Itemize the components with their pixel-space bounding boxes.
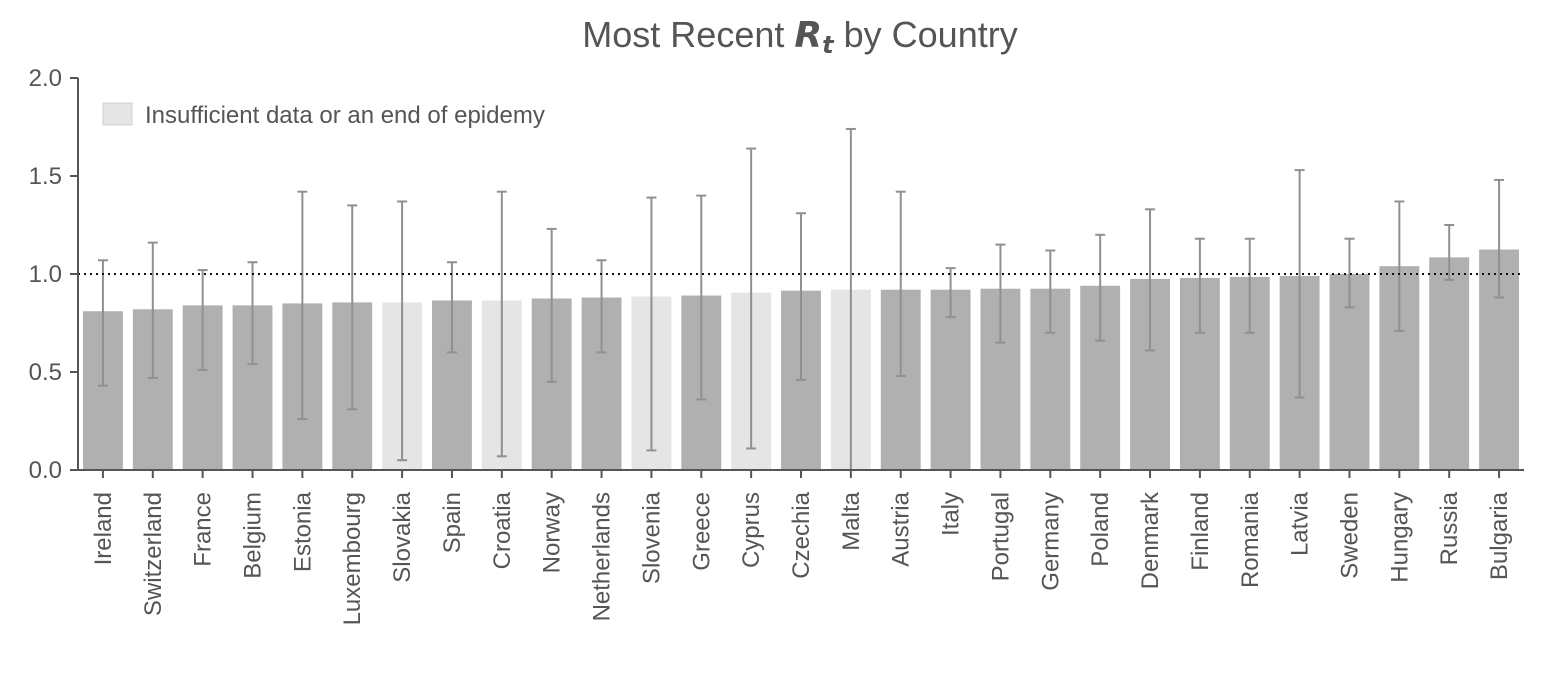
- x-tick-label-spain: Spain: [439, 492, 466, 553]
- error-bar-croatia: [496, 190, 507, 458]
- x-tick-label-cyprus: Cyprus: [738, 492, 765, 568]
- error-bar-greece: [696, 194, 707, 401]
- error-bar-czechia: [796, 212, 806, 381]
- error-bar-italy: [945, 267, 956, 319]
- title-rt-symbol: Rt: [794, 15, 834, 59]
- error-bar-portugal: [995, 243, 1006, 344]
- legend-swatch-insufficient: [102, 102, 133, 126]
- bar-italy: [930, 289, 971, 470]
- y-tick-label: 2.0: [29, 65, 62, 92]
- x-tick-label-croatia: Croatia: [489, 491, 516, 569]
- x-tick-label-finland: Finland: [1187, 492, 1214, 571]
- error-bar-denmark: [1145, 208, 1156, 352]
- x-tick-label-norway: Norway: [539, 492, 566, 573]
- x-tick-label-czechia: Czechia: [788, 491, 815, 578]
- error-bar-ireland: [97, 259, 108, 387]
- error-bar-hungary: [1394, 200, 1405, 332]
- x-tick-label-estonia: Estonia: [289, 491, 316, 572]
- x-tick-label-ireland: Ireland: [90, 492, 117, 565]
- x-tick-label-latvia: Latvia: [1287, 491, 1314, 556]
- x-tick-label-slovenia: Slovenia: [638, 491, 665, 584]
- x-tick-label-bulgaria: Bulgaria: [1486, 491, 1513, 580]
- x-tick-label-luxembourg: Luxembourg: [339, 492, 366, 625]
- x-tick-label-denmark: Denmark: [1137, 491, 1164, 589]
- error-bar-russia: [1444, 224, 1455, 281]
- error-bar-estonia: [297, 190, 308, 421]
- error-bar-belgium: [247, 261, 258, 366]
- legend-label: Insufficient data or an end of epidemy: [145, 102, 545, 129]
- bar-russia: [1429, 257, 1470, 470]
- x-tick-label-greece: Greece: [688, 492, 715, 571]
- error-bar-luxembourg: [347, 204, 358, 411]
- y-tick-label: 0.5: [29, 359, 62, 386]
- error-bar-slovakia: [397, 200, 408, 462]
- x-tick-label-france: France: [190, 492, 217, 567]
- error-bar-norway: [546, 227, 557, 383]
- error-bar-cyprus: [746, 147, 757, 450]
- error-bar-germany: [1045, 249, 1056, 334]
- error-bar-switzerland: [147, 241, 158, 379]
- y-tick-label: 1.5: [29, 163, 62, 190]
- error-bar-finland: [1194, 237, 1205, 334]
- error-bar-poland: [1095, 233, 1106, 342]
- x-tick-label-sweden: Sweden: [1336, 492, 1363, 579]
- error-bar-spain: [446, 261, 457, 354]
- x-tick-label-austria: Austria: [888, 491, 915, 566]
- error-bars-layer: [97, 127, 1505, 471]
- x-tick-label-hungary: Hungary: [1386, 492, 1413, 583]
- title-suffix: by Country: [843, 14, 1018, 55]
- x-tick-label-russia: Russia: [1436, 491, 1463, 565]
- x-tick-label-germany: Germany: [1037, 492, 1064, 591]
- error-bar-latvia: [1294, 169, 1305, 399]
- x-tick-label-switzerland: Switzerland: [140, 492, 167, 616]
- error-bar-romania: [1244, 237, 1255, 334]
- error-bar-france: [197, 269, 208, 372]
- x-tick-label-slovakia: Slovakia: [389, 491, 416, 582]
- x-tick-label-netherlands: Netherlands: [589, 492, 616, 621]
- legend: Insufficient data or an end of epidemy: [102, 102, 545, 129]
- y-tick-label: 1.0: [29, 261, 62, 288]
- error-bar-sweden: [1344, 237, 1355, 309]
- x-tick-label-belgium: Belgium: [240, 492, 267, 579]
- error-bar-austria: [895, 190, 906, 377]
- error-bar-slovenia: [646, 196, 657, 452]
- x-tick-label-italy: Italy: [938, 492, 965, 536]
- x-tick-label-portugal: Portugal: [987, 492, 1014, 581]
- x-tick-label-romania: Romania: [1237, 491, 1264, 588]
- axes-layer: Ireland Switzerland France Belgium Estonia Lu…: [29, 65, 1524, 625]
- x-tick-label-poland: Poland: [1087, 492, 1114, 567]
- error-bar-bulgaria: [1494, 178, 1505, 299]
- x-tick-label-malta: Malta: [838, 491, 865, 550]
- y-tick-label: 0.0: [29, 457, 62, 484]
- title-prefix: Most Recent: [582, 14, 785, 55]
- chart-title: Most Recent Rt by Country: [0, 14, 1543, 59]
- error-bar-netherlands: [596, 259, 607, 354]
